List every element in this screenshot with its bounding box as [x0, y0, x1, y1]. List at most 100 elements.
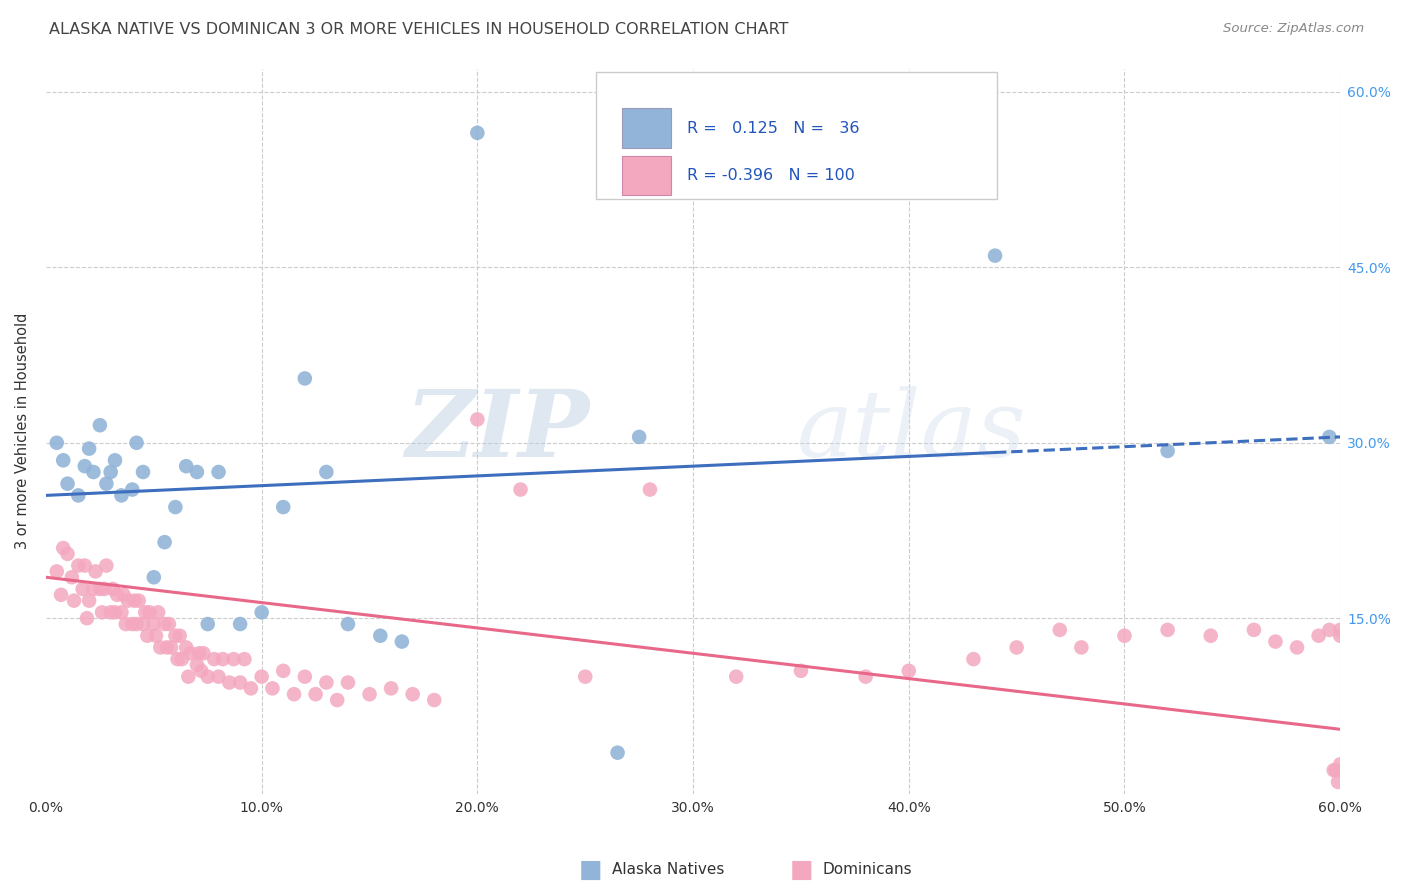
Point [229, 617, 252, 632]
Point [962, 652, 984, 666]
Point [128, 593, 150, 607]
Point [1005, 640, 1028, 655]
Point [202, 652, 225, 666]
Text: R = -0.396   N = 100: R = -0.396 N = 100 [686, 168, 855, 183]
Point [72, 582, 94, 596]
Point [132, 465, 155, 479]
FancyBboxPatch shape [596, 72, 997, 199]
Point [121, 617, 143, 632]
Point [855, 670, 877, 684]
Point [1329, 629, 1351, 643]
Point [271, 664, 294, 678]
Point [93, 582, 115, 596]
Point [125, 435, 148, 450]
Point [77, 442, 100, 456]
Point [45, 565, 67, 579]
Point [304, 687, 326, 701]
Point [628, 430, 651, 444]
Point [1199, 629, 1222, 643]
Point [136, 629, 159, 643]
Point [984, 249, 1007, 263]
Point [124, 593, 146, 607]
Point [467, 412, 489, 426]
Point [110, 605, 132, 619]
Point [110, 488, 132, 502]
Point [121, 483, 143, 497]
Point [239, 681, 262, 696]
Point [197, 670, 219, 684]
Point [638, 483, 661, 497]
Point [283, 687, 305, 701]
Point [146, 605, 169, 619]
Point [82, 465, 104, 479]
Point [96, 476, 118, 491]
Point [1286, 640, 1309, 655]
Point [262, 681, 284, 696]
Point [250, 605, 273, 619]
Point [138, 605, 160, 619]
Text: Alaska Natives: Alaska Natives [612, 863, 724, 877]
Point [1049, 623, 1071, 637]
Point [193, 646, 215, 660]
Point [294, 371, 316, 385]
Point [574, 670, 596, 684]
Point [336, 675, 359, 690]
Point [509, 483, 531, 497]
Point [125, 617, 148, 632]
Point [73, 459, 96, 474]
Point [157, 617, 180, 632]
Point [89, 418, 111, 433]
FancyBboxPatch shape [621, 155, 671, 195]
Point [359, 687, 381, 701]
Point [174, 640, 197, 655]
Point [315, 675, 337, 690]
Text: ALASKA NATIVE VS DOMINICAN 3 OR MORE VEHICLES IN HOUSEHOLD CORRELATION CHART: ALASKA NATIVE VS DOMINICAN 3 OR MORE VEH… [49, 22, 789, 37]
Point [1308, 629, 1330, 643]
Point [165, 500, 187, 514]
Point [336, 617, 359, 632]
Point [89, 582, 111, 596]
Point [177, 670, 200, 684]
Point [229, 675, 252, 690]
Point [134, 605, 156, 619]
Point [1329, 623, 1351, 637]
Point [104, 453, 127, 467]
Point [52, 453, 75, 467]
Point [145, 629, 167, 643]
Point [186, 465, 208, 479]
Point [67, 488, 90, 502]
Point [207, 670, 229, 684]
Point [1243, 623, 1265, 637]
Point [207, 465, 229, 479]
Point [1319, 430, 1341, 444]
Point [897, 664, 920, 678]
Point [63, 593, 86, 607]
Point [142, 570, 165, 584]
Point [1156, 444, 1178, 458]
Point [166, 652, 188, 666]
Point [153, 617, 176, 632]
Point [105, 588, 128, 602]
Point [250, 670, 273, 684]
Text: ■: ■ [579, 858, 602, 881]
Point [56, 476, 79, 491]
Text: R =   0.125   N =   36: R = 0.125 N = 36 [686, 120, 859, 136]
Point [100, 605, 122, 619]
Point [1114, 629, 1136, 643]
Point [1070, 640, 1092, 655]
Point [52, 541, 75, 555]
Point [165, 629, 187, 643]
Point [271, 500, 294, 514]
Point [174, 459, 197, 474]
Point [197, 617, 219, 632]
Point [156, 640, 179, 655]
Point [77, 593, 100, 607]
Point [60, 570, 83, 584]
Point [114, 617, 136, 632]
Text: ZIP: ZIP [405, 386, 589, 476]
Y-axis label: 3 or more Vehicles in Household: 3 or more Vehicles in Household [15, 313, 30, 549]
Point [117, 593, 139, 607]
Point [467, 126, 489, 140]
Point [211, 652, 233, 666]
Point [380, 681, 402, 696]
